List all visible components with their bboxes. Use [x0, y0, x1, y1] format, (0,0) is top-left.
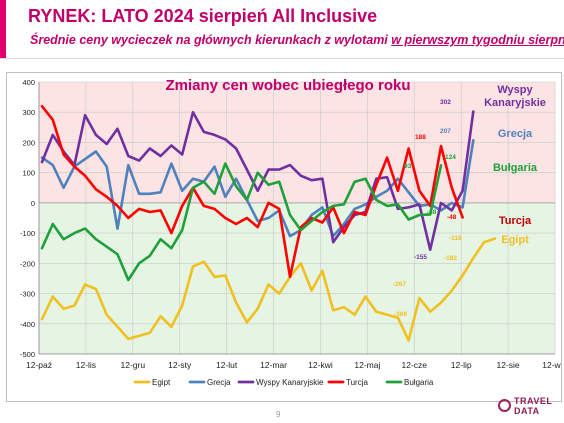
header-divider — [0, 58, 564, 59]
x-tick-label: 12-sie — [497, 360, 520, 370]
y-tick-label: -200 — [20, 259, 35, 268]
series-label: Turcja — [499, 215, 532, 227]
legend-label: Turcja — [346, 378, 368, 387]
travel-data-logo: TRAVEL DATA — [498, 396, 562, 422]
x-tick-label: 12-cze — [402, 360, 428, 370]
data-label: -155 — [414, 254, 427, 261]
series-label: Bułgaria — [493, 162, 538, 174]
x-tick-label: 12-maj — [354, 360, 380, 370]
logo-line-2: DATA — [514, 406, 540, 416]
x-tick-label: 12-mar — [260, 360, 287, 370]
y-tick-label: -500 — [20, 350, 35, 359]
y-tick-label: 200 — [22, 138, 35, 147]
y-tick-label: -100 — [20, 229, 35, 238]
data-label: 207 — [440, 128, 451, 135]
y-tick-label: 300 — [22, 108, 35, 117]
x-tick-label: 12-wrz — [542, 360, 561, 370]
data-label: -38 — [427, 209, 437, 216]
subtitle-underlined-text: w pierwszym tygodniu sierpnia — [391, 33, 564, 47]
series-label: Wyspy — [497, 84, 533, 96]
y-tick-label: 400 — [22, 78, 35, 87]
slide-header: RYNEK: LATO 2024 sierpień All Inclusive … — [0, 0, 564, 72]
data-label: -267 — [393, 281, 406, 288]
accent-bar — [0, 0, 6, 58]
legend-label: Grecja — [207, 378, 231, 387]
x-tick-label: 12-kwi — [308, 360, 333, 370]
x-tick-label: 12-lis — [76, 360, 96, 370]
chart-title: Zmiany cen wobec ubiegłego roku — [165, 77, 410, 94]
y-tick-label: 0 — [31, 199, 35, 208]
page-number: 9 — [276, 410, 281, 419]
y-tick-label: -300 — [20, 290, 35, 299]
subtitle-text: Średnie ceny wycieczek na głównych kieru… — [30, 33, 392, 47]
data-label: 188 — [415, 134, 426, 141]
series-line-bu-garia — [40, 162, 443, 282]
logo-emblem-icon — [498, 399, 511, 412]
series-label: Egipt — [501, 234, 529, 246]
data-label: -118 — [449, 235, 462, 242]
x-tick-label: 12-sty — [168, 360, 192, 370]
page-subtitle: Średnie ceny wycieczek na głównych kieru… — [30, 33, 564, 47]
legend-label: Bułgaria — [404, 378, 434, 387]
data-label: 124 — [445, 154, 456, 161]
negative-zone — [39, 202, 555, 354]
y-tick-label: -400 — [20, 320, 35, 329]
series-line-grecja — [40, 139, 475, 238]
y-tick-label: 100 — [22, 169, 35, 178]
data-label: -48 — [447, 214, 457, 221]
legend-label: Egipt — [152, 378, 171, 387]
x-tick-label: 12-lut — [216, 360, 238, 370]
data-label: 302 — [440, 99, 451, 106]
data-label: -369 — [394, 311, 407, 318]
x-tick-label: 12-lip — [451, 360, 472, 370]
page-title: RYNEK: LATO 2024 sierpień All Inclusive — [28, 6, 378, 26]
series-label: Grecja — [498, 128, 533, 140]
data-label: 93 — [404, 163, 412, 170]
logo-line-1: TRAVEL — [514, 396, 553, 406]
chart-frame: 400 300 200 100 0 -100 -200 -300 -400 -500 12-paź 1… — [6, 72, 562, 402]
legend-label: Wyspy Kanaryjskie — [256, 378, 324, 387]
series-line-turcja — [40, 104, 464, 279]
x-tick-label: 12-paź — [26, 360, 52, 370]
series-label-line2: Kanaryjskie — [484, 97, 546, 109]
x-tick-label: 12-gru — [121, 360, 146, 370]
data-label: -182 — [444, 255, 457, 262]
series-line-egipt — [40, 237, 497, 342]
